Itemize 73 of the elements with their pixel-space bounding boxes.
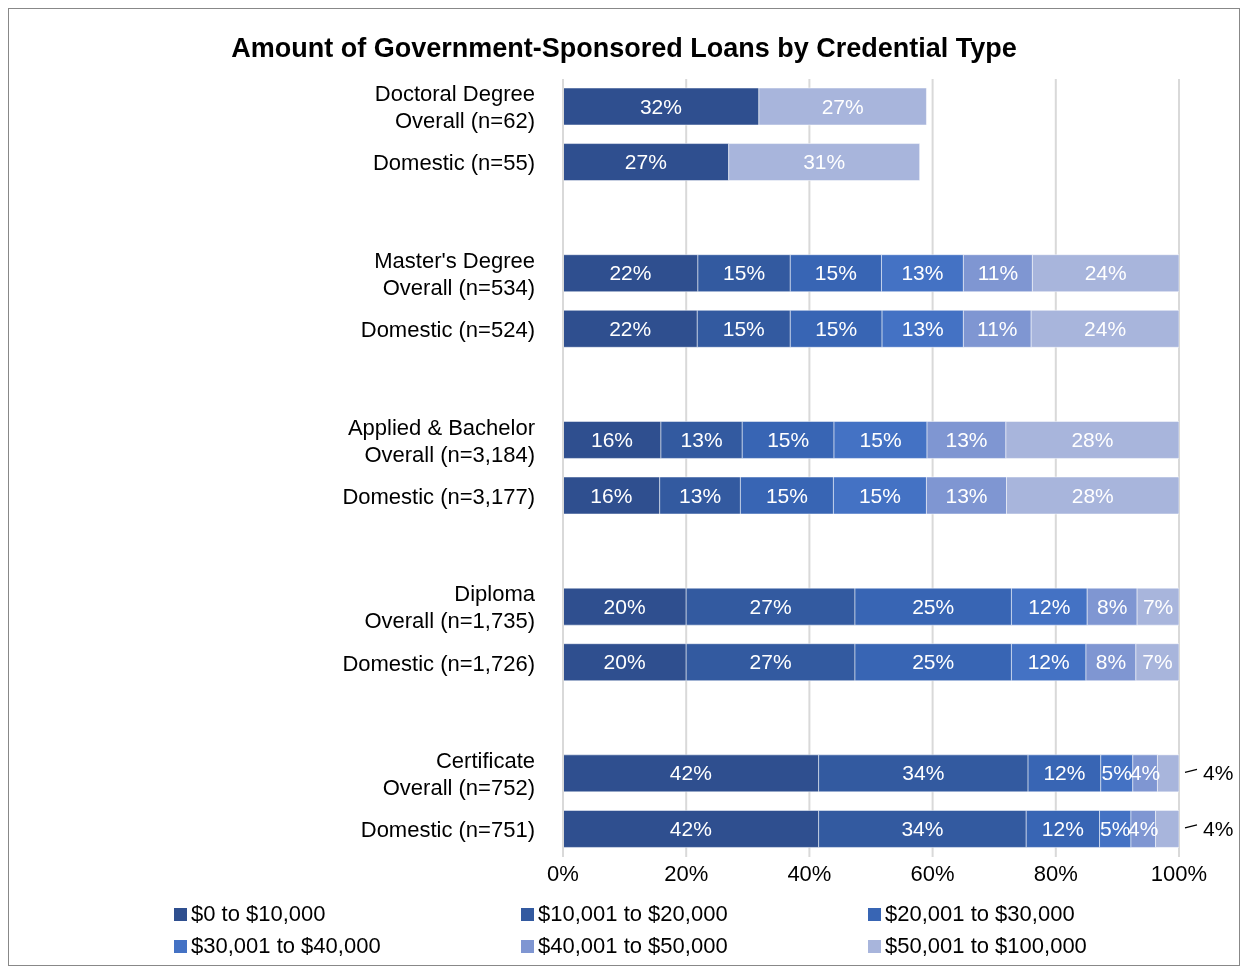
legend-label: $50,001 to $100,000 <box>885 933 1087 959</box>
data-label: 11% <box>977 316 1018 340</box>
data-label: 13% <box>901 261 944 285</box>
data-label: 42% <box>669 761 712 785</box>
legend-label: $10,001 to $20,000 <box>538 901 728 927</box>
data-label: 11% <box>977 261 1019 285</box>
data-label: 15% <box>765 483 808 507</box>
data-label: 15% <box>858 483 901 507</box>
y-tick-label: Domestic (n=3,177) <box>342 483 535 509</box>
x-tick-label: 80% <box>1033 860 1078 886</box>
data-label: 22% <box>609 316 652 340</box>
y-tick-label: Certificate Overall (n=752) <box>382 748 535 801</box>
data-label: 15% <box>722 316 765 340</box>
data-label: 15% <box>859 427 902 451</box>
data-label: 20% <box>603 594 646 618</box>
data-label: 22% <box>609 261 652 285</box>
data-label: 15% <box>815 316 858 340</box>
data-label: 5% <box>1100 816 1131 840</box>
data-label: 31% <box>803 150 846 174</box>
data-label: 13% <box>680 427 723 451</box>
data-label: 7% <box>1142 594 1174 618</box>
data-label: 8% <box>1096 594 1128 618</box>
data-label: 15% <box>814 261 857 285</box>
data-label: 27% <box>821 94 864 118</box>
legend-label: $0 to $10,000 <box>191 901 326 927</box>
x-tick-label: 0% <box>547 860 579 886</box>
x-tick-label: 100% <box>1150 860 1208 886</box>
data-label: 25% <box>912 650 955 674</box>
data-label: 13% <box>901 316 944 340</box>
data-label: 24% <box>1084 261 1127 285</box>
data-label: 13% <box>945 483 988 507</box>
data-label: 8% <box>1095 650 1127 674</box>
data-label: 42% <box>669 816 712 840</box>
data-label: 28% <box>1071 427 1114 451</box>
data-label: 34% <box>902 761 945 785</box>
x-tick-label: 20% <box>664 860 709 886</box>
y-tick-label: Applied & Bachelor Overall (n=3,184) <box>347 414 535 467</box>
data-label: 28% <box>1071 483 1114 507</box>
data-label: 4% <box>1203 761 1234 785</box>
data-label: 32% <box>639 94 682 118</box>
data-label: 5% <box>1101 761 1132 785</box>
data-label: 16% <box>590 483 633 507</box>
data-label: 16% <box>590 427 633 451</box>
legend-label: $20,001 to $30,000 <box>885 901 1075 927</box>
data-label: 13% <box>945 427 988 451</box>
y-tick-label: Domestic (n=751) <box>360 817 535 843</box>
data-label: 12% <box>1043 761 1086 785</box>
y-tick-label: Master's Degree Overall (n=534) <box>374 248 535 300</box>
y-tick-label: Domestic (n=55) <box>372 150 535 176</box>
data-label: 27% <box>749 594 792 618</box>
data-label: 15% <box>767 427 810 451</box>
data-label: 25% <box>912 594 955 618</box>
x-tick-label: 40% <box>787 860 832 886</box>
legend-label: $30,001 to $40,000 <box>191 933 381 959</box>
data-label: 27% <box>624 150 667 174</box>
data-label: 24% <box>1084 316 1127 340</box>
data-label: 12% <box>1027 650 1070 674</box>
data-label: 15% <box>723 261 766 285</box>
data-label: 4% <box>1203 816 1234 840</box>
chart-title: Amount of Government-Sponsored Loans by Credential Type <box>230 33 1018 65</box>
data-label: 12% <box>1041 816 1084 840</box>
data-label: 13% <box>679 483 722 507</box>
y-tick-label: Doctoral Degree Overall (n=62) <box>374 81 535 134</box>
data-label: 12% <box>1028 594 1071 618</box>
x-tick-label: 60% <box>910 860 955 886</box>
y-tick-label: Diploma Overall (n=1,735) <box>364 581 536 634</box>
y-tick-label: Domestic (n=524) <box>360 317 535 343</box>
data-label: 34% <box>901 816 944 840</box>
legend-label: $40,001 to $50,000 <box>538 933 728 959</box>
y-tick-label: Domestic (n=1,726) <box>342 650 535 676</box>
data-label: 27% <box>749 650 792 674</box>
data-label: 7% <box>1142 650 1173 674</box>
data-label: 20% <box>603 650 646 674</box>
